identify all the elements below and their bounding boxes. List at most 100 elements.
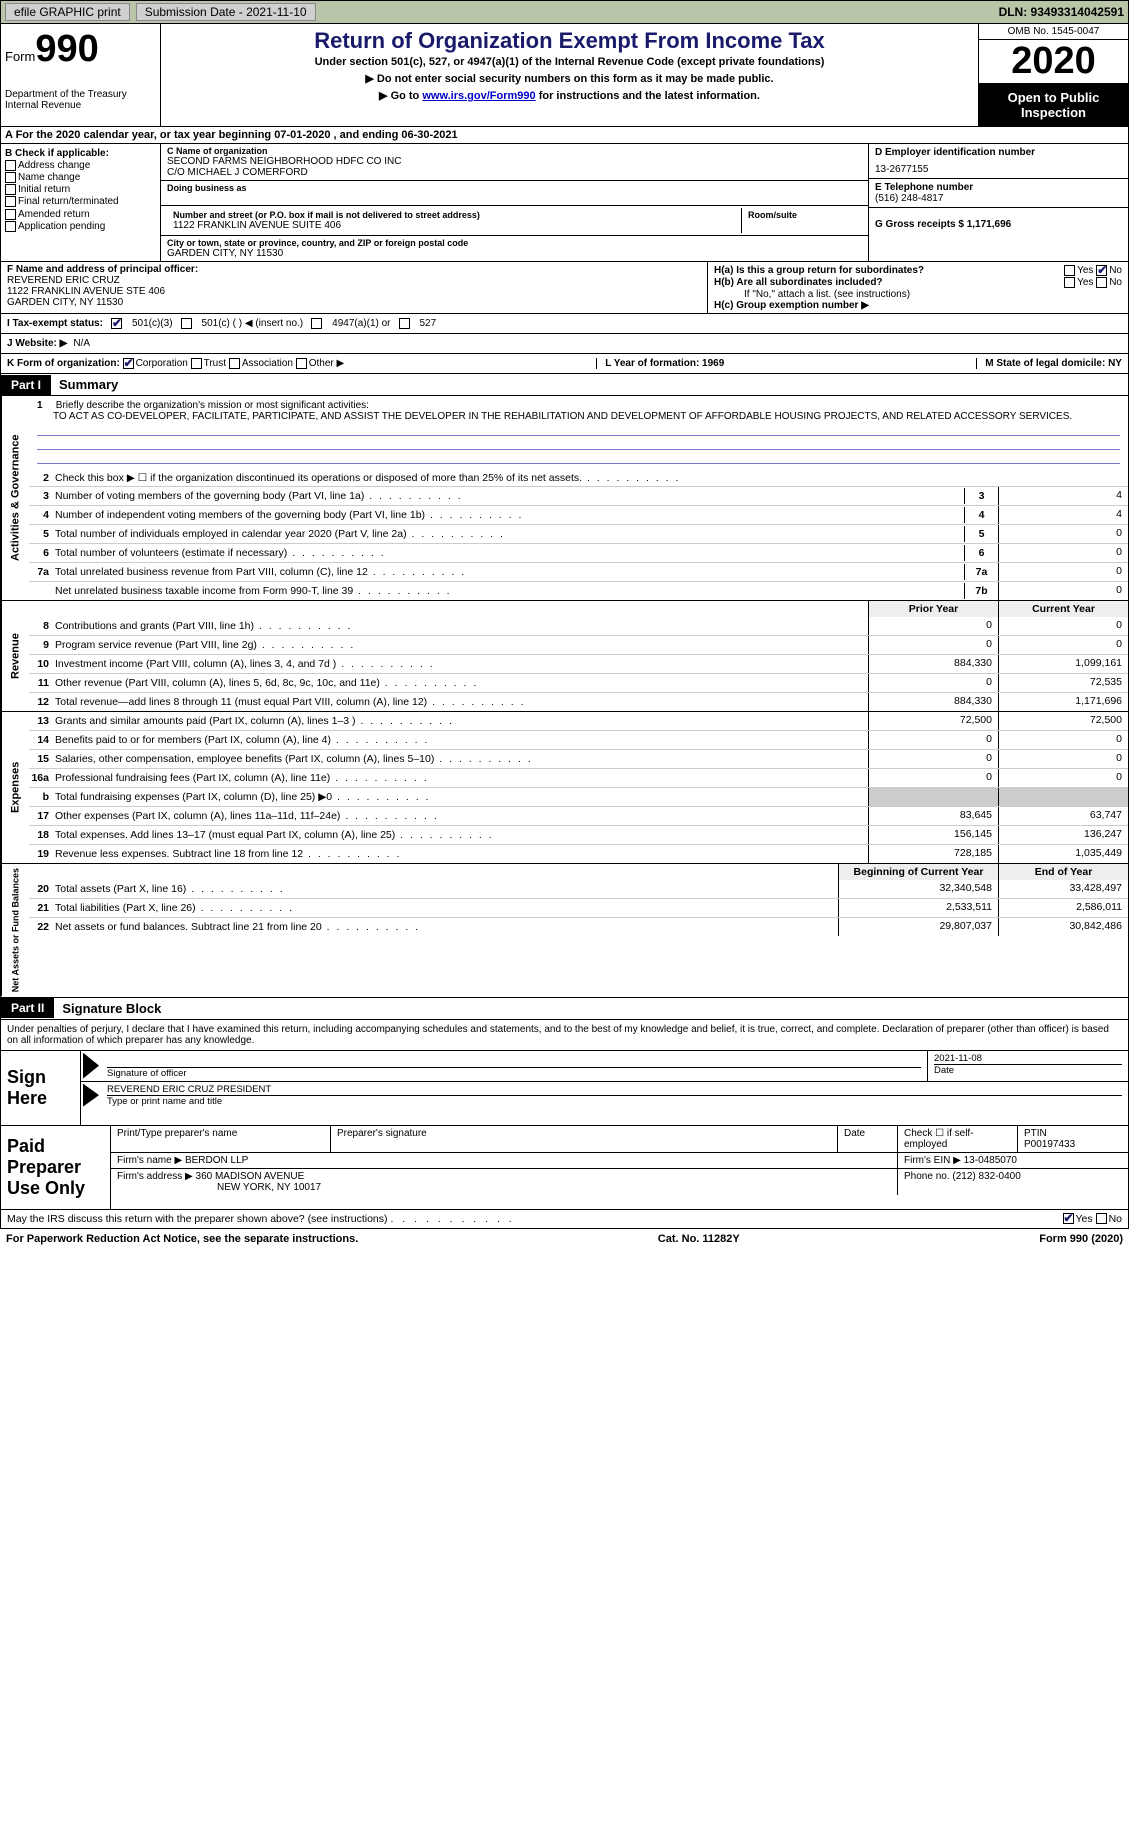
omb-number: OMB No. 1545-0047 bbox=[979, 24, 1128, 40]
line-item: 22 Net assets or fund balances. Subtract… bbox=[29, 917, 1128, 936]
box-c: C Name of organization SECOND FARMS NEIG… bbox=[161, 144, 868, 261]
tax-year: 2020 bbox=[979, 40, 1128, 84]
tax-exempt-row: I Tax-exempt status: 501(c)(3) 501(c) ( … bbox=[0, 314, 1129, 334]
hb-yes[interactable] bbox=[1064, 277, 1075, 288]
mission-text: TO ACT AS CO-DEVELOPER, FACILITATE, PART… bbox=[37, 411, 1072, 422]
line-item: 6 Total number of volunteers (estimate i… bbox=[29, 543, 1128, 562]
line-item: 11 Other revenue (Part VIII, column (A),… bbox=[29, 673, 1128, 692]
discuss-row: May the IRS discuss this return with the… bbox=[0, 1210, 1129, 1229]
website-label: J Website: ▶ bbox=[7, 338, 67, 349]
vlabel-netassets: Net Assets or Fund Balances bbox=[1, 864, 29, 996]
line-item: 3 Number of voting members of the govern… bbox=[29, 486, 1128, 505]
sig-declaration: Under penalties of perjury, I declare th… bbox=[0, 1020, 1129, 1051]
header-right: OMB No. 1545-0047 2020 Open to Public In… bbox=[978, 24, 1128, 126]
open-inspection: Open to Public Inspection bbox=[979, 84, 1128, 126]
governance-section: Activities & Governance 1 Briefly descri… bbox=[0, 396, 1129, 601]
mission-label: Briefly describe the organization's miss… bbox=[56, 400, 369, 411]
chk-final-return[interactable]: Final return/terminated bbox=[5, 196, 156, 207]
part2-header: Part II Signature Block bbox=[0, 998, 1129, 1020]
ha-label: H(a) Is this a group return for subordin… bbox=[714, 265, 924, 276]
goto-line: ▶ Go to www.irs.gov/Form990 for instruct… bbox=[169, 89, 970, 102]
efile-print-button[interactable]: efile GRAPHIC print bbox=[5, 3, 130, 21]
firm-name: BERDON LLP bbox=[185, 1155, 248, 1166]
ssn-notice: ▶ Do not enter social security numbers o… bbox=[169, 72, 970, 85]
hb-label: H(b) Are all subordinates included? bbox=[714, 277, 883, 288]
box-b: B Check if applicable: Address change Na… bbox=[1, 144, 161, 261]
ptin-label: PTIN bbox=[1024, 1128, 1047, 1139]
org-address: 1122 FRANKLIN AVENUE SUITE 406 bbox=[173, 220, 735, 231]
officer-name: REVEREND ERIC CRUZ bbox=[7, 275, 120, 286]
line-item: 13 Grants and similar amounts paid (Part… bbox=[29, 712, 1128, 730]
chk-4947[interactable] bbox=[311, 318, 322, 329]
paperwork-notice: For Paperwork Reduction Act Notice, see … bbox=[6, 1233, 358, 1245]
line-item: 4 Number of independent voting members o… bbox=[29, 505, 1128, 524]
sig-arrow-icon-2 bbox=[83, 1084, 99, 1107]
org-city: GARDEN CITY, NY 11530 bbox=[167, 248, 862, 259]
chk-501c[interactable] bbox=[181, 318, 192, 329]
firm-addr-label: Firm's address ▶ bbox=[117, 1171, 193, 1182]
cat-no: Cat. No. 11282Y bbox=[658, 1233, 740, 1245]
sig-officer-label: Signature of officer bbox=[107, 1067, 921, 1079]
officer-group-block: F Name and address of principal officer:… bbox=[0, 262, 1129, 314]
hb-no[interactable] bbox=[1096, 277, 1107, 288]
part2-tab: Part II bbox=[1, 998, 54, 1018]
mission-box: 1 Briefly describe the organization's mi… bbox=[29, 396, 1128, 470]
chk-501c3[interactable] bbox=[111, 318, 122, 329]
chk-app-pending[interactable]: Application pending bbox=[5, 221, 156, 232]
gross-receipts: G Gross receipts $ 1,171,696 bbox=[875, 211, 1122, 230]
current-year-hdr: Current Year bbox=[998, 601, 1128, 617]
line-item: 19 Revenue less expenses. Subtract line … bbox=[29, 844, 1128, 863]
chk-trust[interactable] bbox=[191, 358, 202, 369]
box-f-label: F Name and address of principal officer: bbox=[7, 264, 198, 275]
dept-label: Department of the Treasury Internal Reve… bbox=[5, 89, 156, 111]
discuss-no[interactable] bbox=[1096, 1213, 1107, 1224]
ha-yes[interactable] bbox=[1064, 265, 1075, 276]
dln-label: DLN: 93493314042591 bbox=[999, 5, 1124, 19]
state-domicile: M State of legal domicile: NY bbox=[976, 358, 1122, 369]
chk-527[interactable] bbox=[399, 318, 410, 329]
chk-name-change[interactable]: Name change bbox=[5, 172, 156, 183]
officer-print-label: Type or print name and title bbox=[107, 1095, 1122, 1107]
kform-label: K Form of organization: bbox=[7, 358, 120, 369]
chk-other[interactable] bbox=[296, 358, 307, 369]
prior-year-hdr: Prior Year bbox=[868, 601, 998, 617]
form-header: Form990 Department of the Treasury Inter… bbox=[0, 24, 1129, 127]
discuss-yes[interactable] bbox=[1063, 1213, 1074, 1224]
box-f: F Name and address of principal officer:… bbox=[1, 262, 708, 313]
officer-addr2: GARDEN CITY, NY 11530 bbox=[7, 297, 123, 308]
efile-topbar: efile GRAPHIC print Submission Date - 20… bbox=[0, 0, 1129, 24]
phone-value: (516) 248-4817 bbox=[875, 193, 1122, 204]
kform-row: K Form of organization: Corporation Trus… bbox=[0, 354, 1129, 374]
line-item: 12 Total revenue—add lines 8 through 11 … bbox=[29, 692, 1128, 711]
firm-ein: 13-0485070 bbox=[964, 1155, 1017, 1166]
vlabel-expenses: Expenses bbox=[1, 712, 29, 863]
ein-label: D Employer identification number bbox=[875, 147, 1122, 158]
line-item: 18 Total expenses. Add lines 13–17 (must… bbox=[29, 825, 1128, 844]
ha-no[interactable] bbox=[1096, 265, 1107, 276]
submission-date-button[interactable]: Submission Date - 2021-11-10 bbox=[136, 3, 316, 21]
discuss-question: May the IRS discuss this return with the… bbox=[7, 1213, 515, 1225]
chk-corp[interactable] bbox=[123, 358, 134, 369]
line-item: 10 Investment income (Part VIII, column … bbox=[29, 654, 1128, 673]
city-label: City or town, state or province, country… bbox=[167, 238, 862, 248]
sig-arrow-icon bbox=[83, 1053, 99, 1079]
chk-amended[interactable]: Amended return bbox=[5, 209, 156, 220]
line-item: 5 Total number of individuals employed i… bbox=[29, 524, 1128, 543]
firm-phone-label: Phone no. bbox=[904, 1171, 950, 1182]
irs-link[interactable]: www.irs.gov/Form990 bbox=[422, 90, 535, 102]
org-name: SECOND FARMS NEIGHBORHOOD HDFC CO INC bbox=[167, 156, 862, 167]
form-footer: Form 990 (2020) bbox=[1039, 1233, 1123, 1245]
line-item: 21 Total liabilities (Part X, line 26) 2… bbox=[29, 898, 1128, 917]
firm-phone: (212) 832-0400 bbox=[952, 1171, 1020, 1182]
netassets-section: Net Assets or Fund Balances Beginning of… bbox=[0, 864, 1129, 997]
chk-address-change[interactable]: Address change bbox=[5, 160, 156, 171]
chk-initial-return[interactable]: Initial return bbox=[5, 184, 156, 195]
chk-assoc[interactable] bbox=[229, 358, 240, 369]
phone-label: E Telephone number bbox=[875, 182, 1122, 193]
line-a-period: A For the 2020 calendar year, or tax yea… bbox=[0, 127, 1129, 144]
dba-label: Doing business as bbox=[167, 183, 862, 193]
line-item: 20 Total assets (Part X, line 16) 32,340… bbox=[29, 880, 1128, 898]
addr-label: Number and street (or P.O. box if mail i… bbox=[173, 210, 735, 220]
form-word: Form bbox=[5, 49, 35, 64]
line-item: 16a Professional fundraising fees (Part … bbox=[29, 768, 1128, 787]
